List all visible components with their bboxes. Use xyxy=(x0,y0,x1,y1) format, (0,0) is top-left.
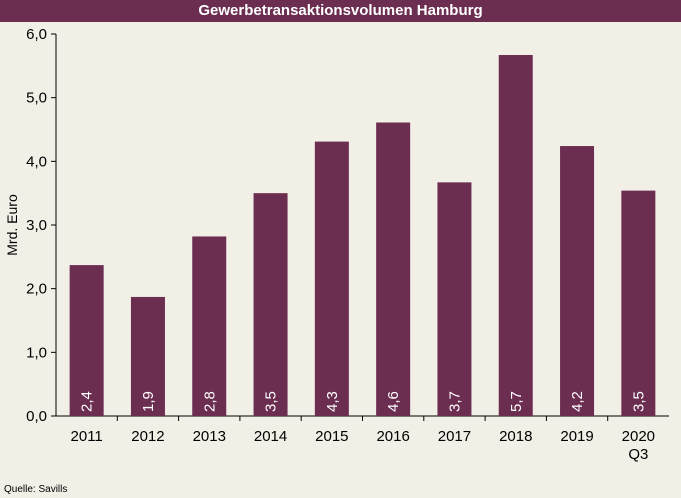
bar xyxy=(376,122,411,416)
data-label: 4,2 xyxy=(569,391,586,412)
data-label: 3,5 xyxy=(630,391,647,412)
x-tick-label: 2015 xyxy=(315,428,348,445)
y-tick-label: 4,0 xyxy=(26,153,47,170)
data-label: 3,7 xyxy=(446,391,463,412)
y-axis-title: Mrd. Euro xyxy=(4,194,20,256)
bar xyxy=(253,193,288,416)
y-tick-label: 2,0 xyxy=(26,281,47,298)
data-label: 3,5 xyxy=(263,391,280,412)
data-label: 5,7 xyxy=(508,391,525,412)
bar xyxy=(437,182,472,416)
bar xyxy=(314,141,349,416)
x-tick-label: 2018 xyxy=(499,428,532,445)
y-tick-label: 0,0 xyxy=(26,408,47,425)
data-label: 2,8 xyxy=(201,391,218,412)
x-tick-label: 2020 xyxy=(622,428,655,445)
data-label: 1,9 xyxy=(140,391,157,412)
x-tick-label: 2011 xyxy=(71,428,103,445)
data-label: 2,4 xyxy=(79,391,96,412)
bar xyxy=(130,296,165,416)
bar xyxy=(560,146,595,416)
source-note: Quelle: Savills xyxy=(4,484,68,495)
y-tick-label: 5,0 xyxy=(26,90,47,107)
x-tick-label: 2016 xyxy=(376,428,409,445)
data-label: 4,6 xyxy=(385,391,402,412)
x-tick-label: 2019 xyxy=(560,428,593,445)
x-tick-label: 2014 xyxy=(254,428,287,445)
x-tick-label: 2017 xyxy=(438,428,471,445)
bar xyxy=(192,236,227,416)
bar xyxy=(498,55,533,416)
bar xyxy=(69,265,104,416)
bar xyxy=(621,190,656,416)
chart-title: Gewerbetransaktionsvolumen Hamburg xyxy=(0,0,681,22)
data-label: 4,3 xyxy=(324,391,341,412)
y-tick-label: 3,0 xyxy=(26,217,47,234)
y-tick-label: 1,0 xyxy=(26,344,47,361)
x-tick-label: 2012 xyxy=(131,428,164,445)
x-tick-label: 2013 xyxy=(193,428,226,445)
y-tick-label: 6,0 xyxy=(26,26,47,43)
x-tick-label: Q3 xyxy=(628,446,648,463)
